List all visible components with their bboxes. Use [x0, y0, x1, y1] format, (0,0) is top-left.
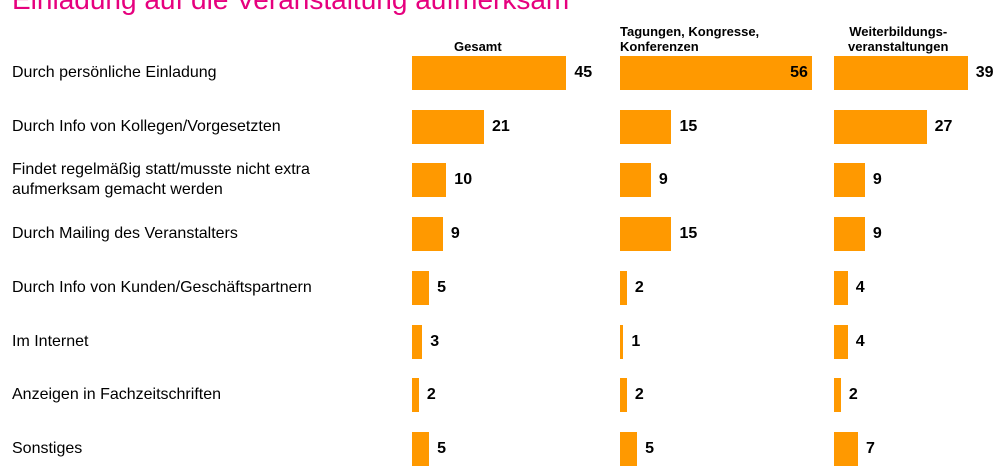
bar: [412, 109, 485, 144]
series-header: Gesamt: [454, 39, 502, 54]
bar: [834, 270, 848, 305]
series-header: Tagungen, Kongresse, Konferenzen: [620, 24, 760, 54]
category-label: Durch Info von Kollegen/Vorgesetzten: [12, 117, 281, 135]
value-label: 5: [437, 439, 447, 457]
bar: [412, 217, 443, 252]
bar: [620, 378, 627, 413]
value-label: 45: [574, 64, 593, 81]
value-label: 5: [437, 278, 447, 296]
bar: [834, 431, 858, 466]
value-label: 2: [426, 386, 436, 404]
bar: [834, 163, 865, 198]
bar: [412, 270, 430, 305]
bar: [620, 109, 672, 144]
value-label: 9: [872, 171, 882, 189]
bar: [412, 431, 430, 466]
bar: [620, 56, 813, 90]
bar: [412, 163, 447, 198]
bar: [620, 163, 651, 198]
category-label: Durch persönliche Einladung: [12, 64, 217, 81]
bar: [620, 270, 627, 305]
category-label: Durch Info von Kunden/Geschäftspartnern: [12, 278, 312, 296]
value-label: 3: [430, 332, 440, 350]
category-label: Im Internet: [12, 332, 89, 350]
value-label: 4: [855, 332, 865, 350]
value-label: 21: [492, 117, 510, 135]
value-label: 15: [679, 225, 698, 243]
bar: [834, 324, 848, 359]
value-label: 1: [631, 332, 641, 350]
bar: [834, 109, 927, 144]
bar: [412, 378, 419, 413]
value-label: 15: [679, 117, 698, 135]
bar: [620, 217, 672, 252]
value-label: 9: [450, 225, 460, 243]
category-label: Findet regelmäßig statt/musste nicht ext…: [12, 161, 310, 199]
value-label: 56: [790, 64, 808, 81]
bar: [834, 378, 841, 413]
bar: [412, 56, 567, 90]
value-label: 9: [872, 225, 882, 243]
bar: [620, 431, 638, 466]
category-label: Durch Mailing des Veranstalters: [12, 225, 238, 243]
value-label: 9: [658, 171, 668, 189]
value-label: 2: [634, 278, 644, 296]
value-label: 7: [866, 439, 875, 457]
bar: [412, 324, 423, 359]
chart-title: Einladung auf die Veranstaltung aufmerks…: [12, 0, 569, 16]
category-label: Anzeigen in Fachzeitschriften: [12, 386, 221, 404]
value-label: 2: [634, 386, 644, 404]
bar: [620, 324, 624, 359]
bar: [834, 217, 865, 252]
category-label: Sonstiges: [12, 439, 83, 457]
series-header: Weiterbildungs- veranstaltungen: [848, 24, 949, 54]
value-label: 10: [454, 171, 473, 189]
value-label: 4: [855, 278, 865, 296]
bar: [834, 56, 968, 90]
value-label: 27: [934, 117, 953, 135]
value-label: 2: [848, 386, 858, 404]
value-label: 5: [645, 439, 655, 457]
value-label: 39: [975, 64, 994, 81]
